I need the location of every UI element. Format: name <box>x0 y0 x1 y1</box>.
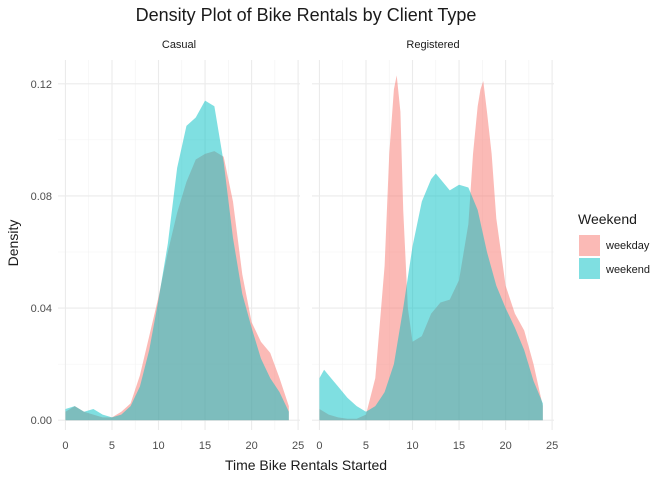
legend-key-weekday <box>579 235 600 256</box>
x-tick-label: 15 <box>199 440 211 452</box>
facet-label-registered: Registered <box>406 39 459 51</box>
legend: Weekend weekday weekend <box>578 211 650 279</box>
density-area-registered-weekend <box>319 173 543 421</box>
y-axis-title: Density <box>5 220 21 267</box>
x-tick-label: 15 <box>453 440 465 452</box>
x-tick-label: 25 <box>292 440 304 452</box>
y-tick-label: 0.12 <box>31 79 52 91</box>
y-tick-label: 0.08 <box>31 191 52 203</box>
x-axis-title: Time Bike Rentals Started <box>225 457 387 473</box>
x-tick-label: 25 <box>546 440 558 452</box>
chart-title: Density Plot of Bike Rentals by Client T… <box>136 5 477 25</box>
density-area-casual-weekend <box>65 100 289 421</box>
x-tick-label: 0 <box>62 440 68 452</box>
panel-casual: 0 5 10 15 20 25 0.00 0.04 0.08 0.12 <box>31 60 304 452</box>
x-tick-label: 20 <box>245 440 257 452</box>
x-tick-label: 0 <box>316 440 322 452</box>
legend-label-weekday: weekday <box>605 240 650 252</box>
y-tick-label: 0.00 <box>31 415 52 427</box>
facet-label-casual: Casual <box>162 39 196 51</box>
facet-panels: 0 5 10 15 20 25 0.00 0.04 0.08 0.12 0 5 10 15 20 25 <box>31 60 558 452</box>
x-tick-label: 10 <box>152 440 164 452</box>
legend-label-weekend: weekend <box>605 264 650 276</box>
panel-registered: 0 5 10 15 20 25 <box>312 60 558 452</box>
x-tick-label: 5 <box>109 440 115 452</box>
x-tick-label: 10 <box>406 440 418 452</box>
legend-title: Weekend <box>578 211 637 227</box>
x-tick-label: 20 <box>499 440 511 452</box>
y-tick-label: 0.04 <box>31 303 52 315</box>
legend-key-weekend <box>579 258 600 279</box>
x-tick-label: 5 <box>363 440 369 452</box>
